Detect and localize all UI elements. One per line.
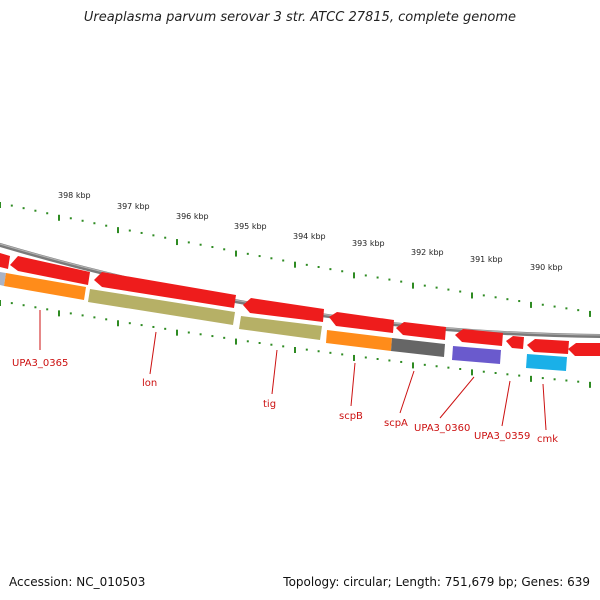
reverse-strand-genes: [0, 253, 600, 356]
gene-bar-cyan: [526, 354, 567, 371]
gene-bar-olive: [88, 289, 235, 325]
gene-arrow-reverse: [396, 322, 446, 340]
gene-label-cmk: cmk: [537, 434, 558, 445]
forward-strand-genes: [0, 272, 567, 371]
gene-arrow-reverse: [0, 253, 10, 269]
kbp-label: 394 kbp: [293, 232, 326, 241]
kbp-label: 398 kbp: [58, 191, 91, 200]
accession-text: Accession: NC_010503: [9, 575, 146, 589]
gene-bar-gray: [391, 338, 445, 357]
gene-bar: [0, 272, 6, 286]
inner-tick-row: [0, 300, 591, 388]
kbp-labels: 398 kbp 397 kbp 396 kbp 395 kbp 394 kbp …: [58, 191, 563, 272]
kbp-label: 395 kbp: [234, 222, 267, 231]
gene-label-upa3-0365: UPA3_0365: [12, 358, 68, 369]
gene-label-lon: lon: [142, 378, 157, 389]
gene-label-scpa: scpA: [384, 418, 408, 429]
gene-label-upa3-0359: UPA3_0359: [474, 431, 530, 442]
kbp-label: 397 kbp: [117, 202, 150, 211]
gene-label-tig: tig: [263, 399, 276, 410]
gene-bar-orange: [326, 330, 392, 351]
gene-arrow-reverse: [527, 339, 569, 354]
kbp-label: 396 kbp: [176, 212, 209, 221]
gene-bar-orange: [4, 273, 86, 300]
gene-arrow-reverse: [243, 298, 324, 322]
gene-arrow-reverse: [455, 329, 503, 346]
kbp-label: 391 kbp: [470, 255, 503, 264]
gene-arrow-reverse: [10, 256, 90, 285]
kbp-label: 390 kbp: [530, 263, 563, 272]
genome-backbone-highlight: [0, 243, 600, 336]
gene-label-scpb: scpB: [339, 411, 363, 422]
gene-labels: UPA3_0365 lon tig scpB scpA UPA3_0360 UP…: [12, 358, 558, 445]
kbp-label: 392 kbp: [411, 248, 444, 257]
gene-arrow-reverse: [568, 343, 600, 356]
gene-label-leaders: [39, 310, 547, 431]
gene-label-upa3-0360: UPA3_0360: [414, 423, 470, 434]
kbp-label: 393 kbp: [352, 239, 385, 248]
map-title: Ureaplasma parvum serovar 3 str. ATCC 27…: [83, 10, 517, 25]
gene-arrow-reverse: [506, 336, 524, 349]
outer-tick-row: [0, 202, 591, 317]
gene-bar-olive: [239, 316, 322, 340]
genome-summary-text: Topology: circular; Length: 751,679 bp; …: [283, 575, 590, 589]
gene-arrow-reverse: [94, 272, 236, 308]
gene-arrow-reverse: [329, 312, 394, 333]
gene-bar-purple: [452, 346, 501, 364]
